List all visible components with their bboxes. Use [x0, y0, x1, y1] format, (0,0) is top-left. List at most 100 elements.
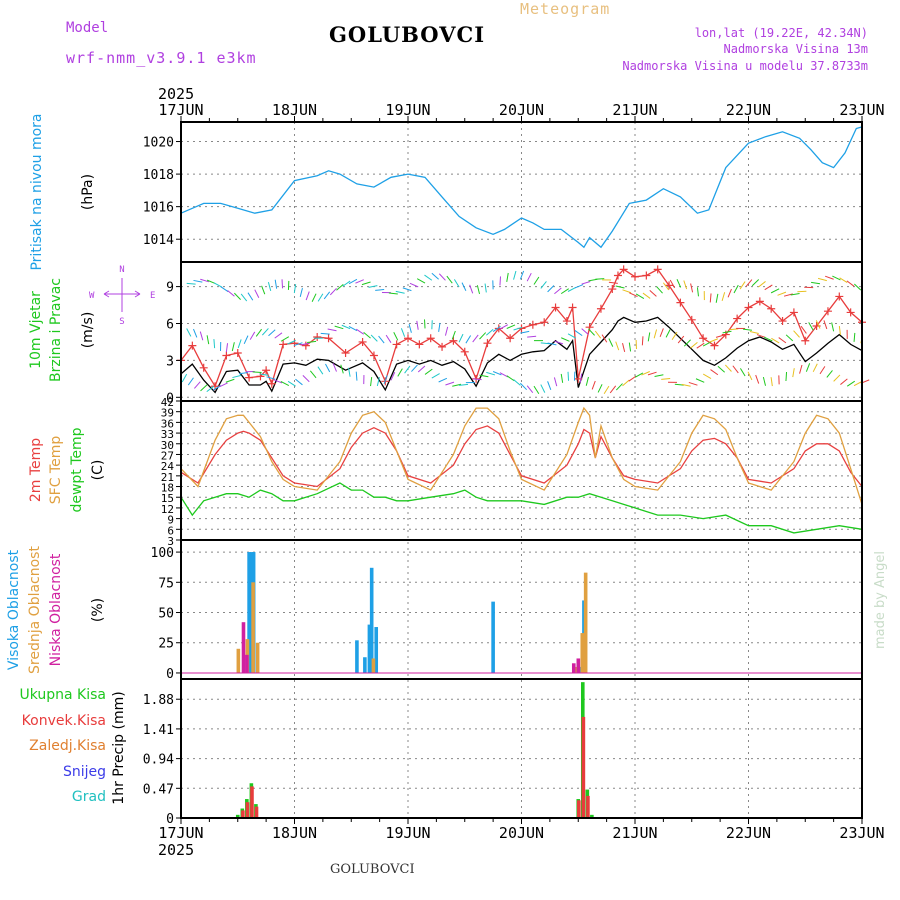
wind-barb — [567, 286, 577, 292]
precip-y-tick-label: 1.88 — [143, 693, 174, 708]
wind-barb — [213, 339, 216, 349]
model-label: Model — [66, 20, 109, 36]
wind-barb — [307, 340, 317, 343]
wind-barb — [268, 329, 276, 337]
wind-barb — [815, 320, 821, 329]
cloud-unit: (%) — [90, 598, 106, 622]
x-tick-label-top: 18JUN — [272, 101, 317, 119]
wind-barb — [300, 342, 310, 346]
x-tick-label-bottom: 17JUN — [158, 824, 203, 842]
wind-barb — [329, 287, 337, 296]
precip-bar — [577, 800, 581, 818]
wind-barb — [484, 283, 487, 293]
wind-barb — [733, 284, 739, 294]
wind-barb — [622, 289, 632, 294]
wind-barb — [424, 274, 433, 281]
temperature-y-tick-label: 39 — [161, 407, 174, 420]
wind-barb — [400, 328, 406, 337]
wind-barb — [846, 280, 855, 287]
wind-barb — [661, 377, 671, 380]
wind-barb — [574, 284, 584, 289]
wind-barb — [376, 377, 380, 387]
model-elevation-info: Nadmorska Visina u modelu 37.8733m — [622, 59, 868, 73]
wind-barb — [479, 332, 487, 340]
wind-barb — [513, 326, 523, 331]
wind-barb — [461, 282, 467, 291]
wind-barb — [259, 373, 269, 376]
station-title: GOLUBOVCI — [329, 22, 486, 47]
wind-barb — [299, 287, 303, 297]
wind-barb — [274, 332, 283, 339]
wind-barb — [295, 378, 303, 386]
wind-barb — [451, 330, 456, 340]
wind-barb — [416, 320, 419, 330]
wind-barb — [777, 291, 787, 296]
wind-barb — [431, 272, 439, 280]
clouds-bar — [251, 582, 255, 673]
clouds-y-tick-label: 75 — [158, 576, 174, 591]
wind-barb — [833, 374, 841, 382]
wind-barb — [622, 343, 626, 352]
wind-barb — [472, 378, 482, 381]
wind-barb — [325, 363, 331, 373]
wind-barb — [683, 280, 688, 290]
gust-marker — [551, 303, 560, 312]
wind-barb — [309, 370, 317, 379]
wind-barb — [634, 372, 644, 378]
wind-barb — [574, 330, 583, 337]
wind-barb — [411, 364, 418, 372]
temperature-line-dewpt-temp — [180, 482, 863, 534]
temperature-y-tick-label: 15 — [161, 492, 174, 505]
wind-barb — [438, 377, 448, 383]
wind-barb — [252, 371, 262, 374]
wind-barb — [717, 365, 725, 373]
wind-barb — [388, 292, 398, 295]
gust-marker — [222, 351, 231, 360]
wind-barb — [832, 275, 841, 281]
wind-barb — [601, 334, 608, 343]
wind-barb — [452, 383, 462, 387]
wind-barb — [280, 336, 290, 342]
gust-marker — [528, 320, 537, 329]
wind-barb — [274, 279, 278, 289]
gust-marker — [449, 336, 458, 345]
wind-barb — [225, 378, 235, 383]
wind-barb — [317, 366, 324, 375]
wind-barb — [305, 291, 310, 301]
mid-cloud-label: Srednja Oblacnost — [27, 546, 43, 674]
clouds-bar — [255, 642, 260, 673]
gust-marker — [642, 271, 651, 280]
gust-marker — [438, 342, 447, 351]
precip-legend-4: Grad — [72, 789, 106, 805]
gust-marker — [188, 341, 197, 350]
wind-barb — [416, 278, 426, 284]
gust-marker — [358, 337, 367, 346]
wind-barb — [797, 290, 807, 293]
precip-y-tick-label: 0 — [166, 812, 174, 827]
wind-barb — [724, 364, 732, 372]
wind-barb — [778, 337, 787, 344]
wind-barb — [588, 328, 595, 336]
wind-barb — [469, 284, 474, 294]
gust-marker — [369, 351, 378, 360]
clouds-bar — [580, 633, 585, 673]
precip-y-tick-label: 0.94 — [143, 753, 174, 768]
wind-barb — [383, 375, 388, 384]
wind-barb — [671, 331, 678, 341]
temperature-y-tick-label: 3 — [167, 535, 174, 548]
wind-barb — [608, 281, 618, 284]
year-label-bottom: 2025 — [158, 841, 194, 859]
clouds-bar — [367, 624, 372, 673]
x-tick-label-top: 19JUN — [385, 101, 430, 119]
clouds-bar — [583, 572, 588, 673]
wind-barb — [695, 378, 705, 383]
gust-marker — [744, 303, 753, 312]
wind-barb — [395, 290, 405, 294]
x-tick-label-top: 20JUN — [499, 101, 544, 119]
wind-barb — [758, 281, 766, 288]
temperature-line-sfc-temp — [180, 406, 863, 505]
wind-y-tick-label: 0 — [166, 391, 174, 406]
gust-marker — [233, 349, 242, 358]
clouds-bar — [245, 654, 249, 673]
precip-legend-2: Zaledj.Kisa — [29, 738, 106, 754]
